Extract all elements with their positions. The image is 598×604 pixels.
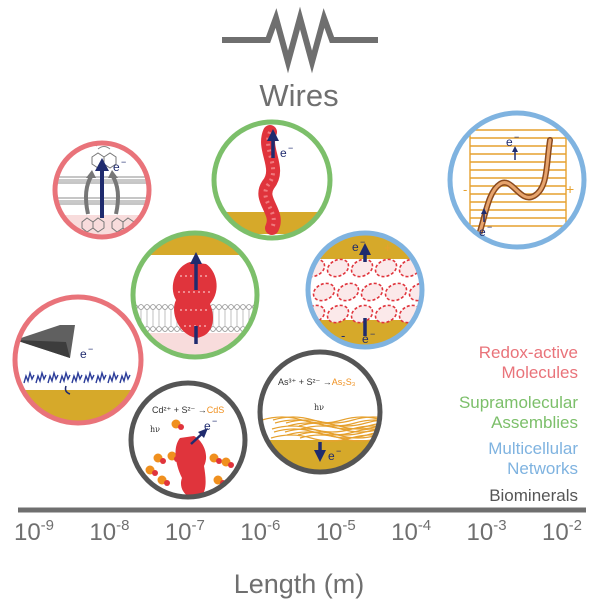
svg-text:e: e xyxy=(362,332,369,346)
electron-label: e − xyxy=(479,222,492,239)
svg-text:e: e xyxy=(328,449,335,463)
cds-biomineral-circle xyxy=(128,380,248,500)
cable-network-illustration xyxy=(450,113,584,247)
cds-reaction-text: Cd²⁺ + S²⁻ →CdS xyxy=(152,405,224,415)
electron-label: e − xyxy=(80,344,93,361)
svg-text:−: − xyxy=(288,143,293,153)
light-label: hν xyxy=(150,425,160,434)
svg-text:−: − xyxy=(370,329,375,339)
cable-network-circle xyxy=(447,110,587,250)
svg-text:e: e xyxy=(280,146,287,160)
supramolecular-protein-illustration xyxy=(133,233,257,357)
legend-redox-line2: Molecules xyxy=(501,363,578,382)
supramolecular-protein-circle xyxy=(130,230,260,360)
electron-label: e − xyxy=(362,329,375,346)
svg-text:e: e xyxy=(352,240,359,254)
axis-tick-label: 10-9 xyxy=(14,517,54,546)
as2s3-biomineral-circle xyxy=(257,349,383,475)
axis-label: Length (m) xyxy=(234,569,365,599)
svg-text:e: e xyxy=(113,160,120,174)
cds-biomineral-illustration xyxy=(131,383,245,497)
legend-supramolecular-line2: Assemblies xyxy=(491,413,578,432)
svg-text:e: e xyxy=(204,419,211,433)
legend-supramolecular-line1: Supramolecular xyxy=(458,393,578,412)
electron-label: e − xyxy=(352,237,365,254)
legend-biominerals: Biominerals xyxy=(489,486,578,506)
legend-networks-line2: Networks xyxy=(507,459,578,478)
resistor-icon xyxy=(222,6,378,74)
axis-tick-label: 10-6 xyxy=(240,517,280,546)
minus-sign: - xyxy=(341,328,345,343)
axis-tick-labels: 10-9 10-8 10-7 10-6 10-5 10-4 10-3 10-2 xyxy=(14,517,582,546)
supramolecular-filament-circle xyxy=(211,119,333,241)
legend-networks-line1: Multicellular xyxy=(488,439,578,458)
redox-tip-circle xyxy=(12,294,144,426)
svg-text:−: − xyxy=(514,132,519,142)
svg-text:e: e xyxy=(80,347,87,361)
plus-sign: + xyxy=(566,181,574,197)
legend-supramolecular: Supramolecular Assemblies xyxy=(459,393,578,433)
svg-text:−: − xyxy=(360,237,365,247)
svg-text:−: − xyxy=(336,446,341,456)
svg-text:−: − xyxy=(212,416,217,426)
axis-tick-label: 10-5 xyxy=(316,517,356,546)
axis-tick-label: 10-4 xyxy=(391,517,431,546)
legend-networks: Multicellular Networks xyxy=(488,439,578,479)
minus-sign: - xyxy=(463,182,467,197)
svg-text:−: − xyxy=(487,222,492,232)
electron-label: e − xyxy=(280,143,293,160)
electron-label: e − xyxy=(328,446,341,463)
legend-biominerals-line1: Biominerals xyxy=(489,486,578,505)
supramolecular-filament-illustration xyxy=(214,122,330,238)
redox-membrane-circle xyxy=(52,140,152,240)
legend-redox: Redox-active Molecules xyxy=(479,343,578,383)
svg-text:−: − xyxy=(121,157,126,167)
electron-label: e − xyxy=(204,416,217,433)
svg-text:e: e xyxy=(479,225,486,239)
svg-text:−: − xyxy=(88,344,93,354)
axis-tick-label: 10-8 xyxy=(89,517,129,546)
as2s3-reaction-text: As³⁺ + S²⁻ →As₂S₃ xyxy=(278,377,356,387)
cell-network-circle xyxy=(305,230,425,350)
axis-tick-label: 10-3 xyxy=(467,517,507,546)
light-label: hν xyxy=(314,403,324,412)
electron-label: e − xyxy=(113,157,126,174)
legend-redox-line1: Redox-active xyxy=(478,343,578,362)
figure-title: Wires xyxy=(259,78,338,113)
electron-label: e − xyxy=(506,132,519,149)
plus-sign: + xyxy=(384,240,392,255)
axis-tick-label: 10-2 xyxy=(542,517,582,546)
svg-text:e: e xyxy=(506,135,513,149)
axis-tick-label: 10-7 xyxy=(165,517,205,546)
